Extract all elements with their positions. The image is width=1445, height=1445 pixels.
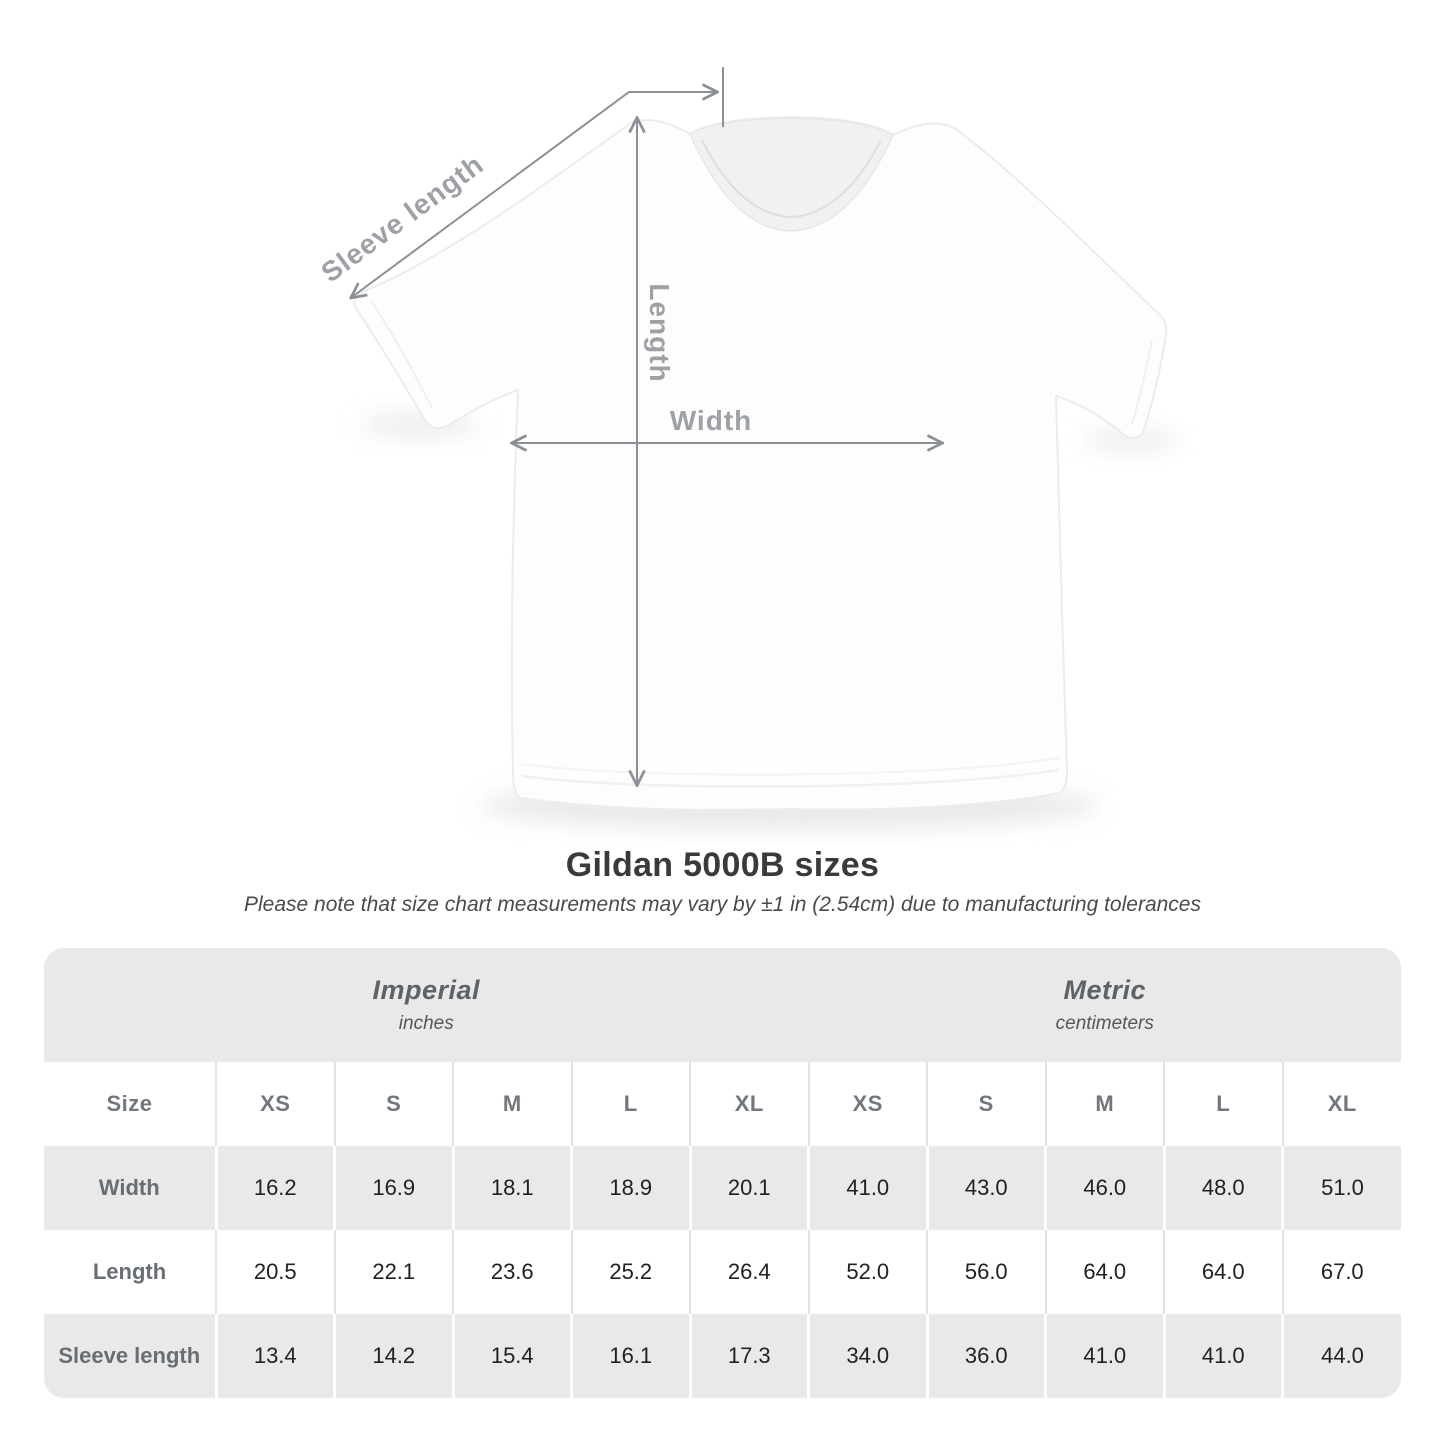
tolerance-note: Please note that size chart measurements… — [244, 893, 1201, 916]
tshirt-hem-seam — [521, 768, 1059, 788]
metric-unit: centimeters — [1055, 1013, 1154, 1034]
length-metric-xl: 67.0 — [1281, 1230, 1401, 1314]
row-label-width: Width — [44, 1146, 216, 1230]
length-imperial-s: 22.1 — [333, 1230, 453, 1314]
size-col-header-metric-s: S — [926, 1062, 1046, 1146]
width-label: Width — [670, 405, 753, 436]
sleeve-imperial-m: 15.4 — [451, 1314, 572, 1398]
length-imperial-xs: 20.5 — [215, 1230, 335, 1314]
tshirt-graphic — [353, 116, 1168, 811]
sleeve-metric-xl: 44.0 — [1281, 1314, 1401, 1398]
width-metric-m: 46.0 — [1044, 1146, 1165, 1230]
sleeve-metric-s: 36.0 — [925, 1314, 1046, 1398]
length-label: Length — [644, 283, 675, 382]
width-imperial-s: 16.9 — [333, 1146, 453, 1230]
width-metric-s: 43.0 — [925, 1146, 1046, 1230]
row-label-length: Length — [44, 1230, 216, 1314]
size-col-header-metric-xl: XL — [1281, 1062, 1401, 1146]
width-metric-xl: 51.0 — [1281, 1146, 1401, 1230]
row-label-sleeve-length: Sleeve length — [44, 1314, 216, 1398]
length-row: Length 20.5 22.1 23.6 25.2 26.4 52.0 56.… — [44, 1230, 1401, 1314]
size-col-header-metric-m: M — [1044, 1062, 1165, 1146]
sleeve-length-arrow — [352, 92, 716, 297]
tshirt-right-cuff-seam — [1131, 339, 1153, 425]
unit-group-row: Imperial inches Metric centimeters — [44, 948, 1401, 1062]
length-imperial-m: 23.6 — [452, 1230, 572, 1314]
metric-label: Metric — [1063, 975, 1147, 1005]
width-row: Width 16.2 16.9 18.1 18.9 20.1 41.0 43.0… — [44, 1146, 1401, 1230]
tshirt-collar — [689, 117, 894, 232]
metric-group-header: Metric centimeters — [808, 948, 1401, 1062]
size-col-header-metric-l: L — [1163, 1062, 1283, 1146]
width-metric-xs: 41.0 — [807, 1146, 928, 1230]
length-metric-s: 56.0 — [926, 1230, 1046, 1314]
sleeve-imperial-xs: 13.4 — [214, 1314, 335, 1398]
size-col-header-metric-xs: XS — [807, 1062, 928, 1146]
sleeve-metric-xs: 34.0 — [807, 1314, 928, 1398]
width-imperial-xs: 16.2 — [214, 1146, 335, 1230]
size-col-header-imperial-xl: XL — [689, 1062, 809, 1146]
size-col-header-imperial-s: S — [333, 1062, 453, 1146]
width-imperial-m: 18.1 — [451, 1146, 572, 1230]
width-metric-l: 48.0 — [1162, 1146, 1283, 1230]
length-imperial-xl: 26.4 — [689, 1230, 809, 1314]
tshirt-left-cuff-seam — [371, 301, 433, 409]
imperial-label: Imperial — [372, 975, 481, 1005]
size-table: Imperial inches Metric centimeters Size … — [44, 948, 1401, 1398]
tshirt-collar-seam — [701, 139, 882, 219]
page-title: Gildan 5000B sizes — [565, 846, 880, 884]
size-col-header-imperial-l: L — [570, 1062, 690, 1146]
imperial-group-header: Imperial inches — [44, 948, 809, 1062]
width-imperial-l: 18.9 — [570, 1146, 690, 1230]
size-header-row: Size XS S M L XL XS S M L XL — [44, 1062, 1401, 1146]
length-imperial-l: 25.2 — [570, 1230, 690, 1314]
sleeve-metric-l: 41.0 — [1162, 1314, 1283, 1398]
imperial-unit: inches — [398, 1013, 454, 1034]
sleeve-imperial-xl: 17.3 — [688, 1314, 809, 1398]
size-col-header-imperial-xs: XS — [215, 1062, 335, 1146]
size-corner-header: Size — [44, 1062, 216, 1146]
length-metric-l: 64.0 — [1163, 1230, 1283, 1314]
size-col-header-imperial-m: M — [452, 1062, 572, 1146]
sleeve-imperial-s: 14.2 — [333, 1314, 453, 1398]
tshirt-hem-seam-upper — [520, 757, 1060, 776]
length-metric-xs: 52.0 — [807, 1230, 928, 1314]
sleeve-metric-m: 41.0 — [1044, 1314, 1165, 1398]
sleeve-length-row: Sleeve length 13.4 14.2 15.4 16.1 17.3 3… — [44, 1314, 1401, 1398]
length-metric-m: 64.0 — [1044, 1230, 1165, 1314]
width-imperial-xl: 20.1 — [688, 1146, 809, 1230]
tshirt-measurement-diagram: Sleeve length Length Width — [315, 67, 1178, 830]
sleeve-imperial-l: 16.1 — [570, 1314, 690, 1398]
